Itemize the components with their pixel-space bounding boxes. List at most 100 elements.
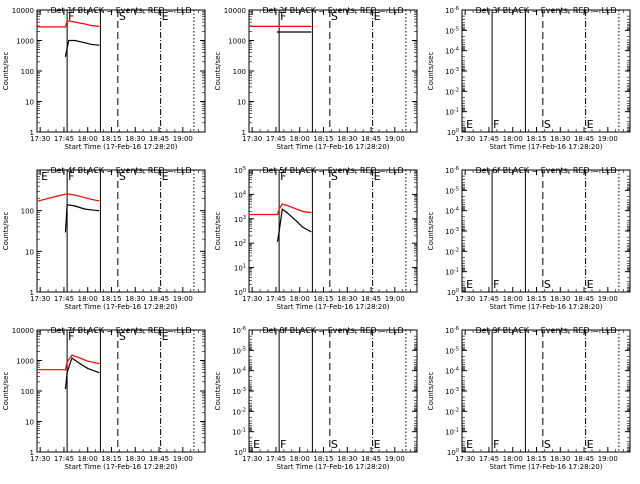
chart-title: Det 4f BLACK = Events, RED = LLD — [50, 166, 191, 175]
event-marker-label: S — [331, 10, 338, 23]
x-tick-label: 19:00 — [598, 295, 618, 303]
x-tick-label: 18:30 — [125, 295, 145, 303]
chart-panel: Det 1f BLACK = Events, RED = LLD 1 10 100 10… — [2, 6, 206, 151]
x-tick-label: 18:45 — [149, 295, 169, 303]
data-series-line — [64, 203, 99, 232]
y-axis-label: Counts/sec — [2, 372, 10, 411]
event-marker-label: S — [119, 10, 126, 23]
x-tick-label: 18:30 — [550, 295, 570, 303]
y-tick-label: 1 — [242, 129, 246, 137]
data-point — [74, 205, 76, 207]
event-marker-label: E — [162, 170, 169, 183]
plot-frame — [248, 169, 418, 293]
y-tick-label: 1000 — [16, 38, 34, 46]
y-tick-label: 10-3 — [445, 227, 459, 236]
data-point — [90, 198, 92, 200]
y-tick-label: 10000 — [12, 7, 34, 15]
x-tick-label: 18:00 — [78, 135, 98, 143]
x-tick-label: 17:30 — [455, 135, 475, 143]
data-point — [310, 231, 312, 233]
data-point — [71, 357, 73, 359]
data-point — [295, 208, 298, 210]
x-tick-label: 18:00 — [78, 455, 98, 463]
event-marker-label: S — [119, 330, 126, 343]
y-tick-label: 10 — [25, 248, 34, 256]
data-point — [90, 43, 92, 45]
y-axis-label: Counts/sec — [214, 52, 222, 91]
x-tick-label: 17:45 — [54, 455, 74, 463]
x-tick-label: 17:30 — [242, 135, 262, 143]
y-axis-label: Counts/sec — [427, 52, 435, 91]
data-point — [278, 208, 280, 210]
data-point — [74, 194, 76, 196]
event-marker-label: F — [280, 10, 286, 23]
data-point — [302, 226, 304, 228]
data-point — [90, 24, 92, 27]
y-tick-label: 10-5 — [445, 26, 459, 35]
y-tick-label: 10000 — [224, 7, 246, 15]
data-point — [310, 25, 312, 27]
x-tick-label: 18:30 — [550, 135, 570, 143]
y-tick-label: 10 — [237, 99, 246, 107]
data-point — [281, 203, 283, 205]
x-tick-label: 17:45 — [479, 455, 499, 463]
event-marker-label: E — [587, 438, 594, 451]
y-axis-label: Counts/sec — [427, 212, 435, 251]
x-tick-label: 19:00 — [598, 135, 618, 143]
x-tick-label: 17:30 — [455, 295, 475, 303]
x-axis-label: Start Time (17-Feb-16 17:28:20) — [64, 303, 177, 311]
event-marker-label: E — [466, 278, 473, 291]
data-point — [66, 361, 68, 363]
x-tick-label: 19:00 — [385, 455, 405, 463]
y-tick-label: 10-3 — [232, 387, 246, 396]
data-point — [281, 208, 283, 210]
y-axis-label: Counts/sec — [214, 212, 222, 251]
y-tick-label: 10-3 — [445, 67, 459, 76]
plot-frame — [36, 329, 206, 453]
data-point — [83, 208, 86, 210]
y-tick-label: 100 — [21, 68, 34, 76]
chart-panel: Det 4f BLACK = Events, RED = LLD 1 10 100 17… — [2, 166, 206, 311]
event-marker-label: F — [68, 330, 74, 343]
chart-title: Det 8f BLACK = Events, RED = LLD — [262, 326, 403, 335]
x-tick-label: 19:00 — [173, 295, 193, 303]
y-tick-label: 1 — [30, 449, 34, 457]
event-marker-label: E — [162, 10, 169, 23]
data-point — [83, 23, 86, 25]
event-marker-label: F — [68, 170, 74, 183]
plot-frame — [248, 329, 418, 453]
x-axis-label: Start Time (17-Feb-16 17:28:20) — [276, 143, 389, 151]
data-point — [71, 354, 73, 356]
data-point — [98, 44, 100, 46]
chart-title: Det 9f BLACK = Events, RED = LLD — [475, 326, 616, 335]
y-tick-label: 100 — [21, 388, 34, 396]
event-marker-label: E — [162, 330, 169, 343]
x-tick-label: 18:30 — [337, 135, 357, 143]
data-series-line — [64, 357, 100, 389]
data-point — [66, 47, 68, 50]
x-tick-label: 18:15 — [101, 455, 121, 463]
y-tick-label: 100 — [447, 448, 459, 457]
x-tick-label: 18:15 — [526, 455, 546, 463]
plot-frame — [248, 9, 418, 133]
data-point — [286, 212, 288, 214]
x-tick-label: 17:45 — [54, 295, 74, 303]
data-point — [310, 31, 312, 33]
chart-panel: Det 7f BLACK = Events, RED = LLD 1 10 100 10… — [2, 326, 206, 471]
plot-frame — [461, 329, 631, 453]
x-tick-label: 18:00 — [290, 295, 310, 303]
x-tick-label: 18:45 — [574, 455, 594, 463]
x-tick-label: 17:30 — [242, 295, 262, 303]
y-tick-label: 10-1 — [232, 428, 246, 437]
x-tick-label: 18:45 — [361, 135, 381, 143]
y-tick-label: 10-6 — [445, 326, 459, 335]
event-marker-label: S — [544, 278, 551, 291]
y-tick-label: 10-2 — [445, 407, 459, 416]
event-marker-label: E — [374, 170, 381, 183]
data-point — [64, 388, 67, 390]
data-point — [74, 39, 76, 42]
data-point — [66, 204, 68, 206]
data-point — [79, 357, 81, 359]
x-axis-label: Start Time (17-Feb-16 17:28:20) — [276, 303, 389, 311]
